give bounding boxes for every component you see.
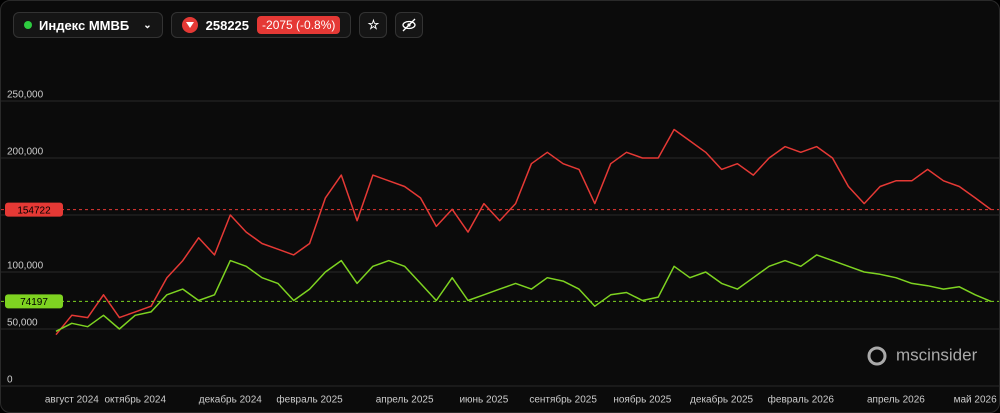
change: -2075 (-0.8%) — [257, 16, 341, 34]
last-value-label: 154722 — [17, 205, 51, 216]
ticker-select[interactable]: Индекс ММВБ ⌄ — [13, 12, 163, 38]
x-tick-label: декабрь 2024 — [199, 394, 263, 406]
x-tick-label: май 2026 — [954, 395, 997, 406]
y-tick-label: 50,000 — [7, 318, 38, 329]
x-tick-label: декабрь 2025 — [690, 394, 754, 406]
watermark: mscinsider — [896, 345, 978, 364]
y-tick-label: 200,000 — [7, 147, 44, 158]
price: 258225 — [205, 17, 250, 33]
watermark-logo — [867, 346, 887, 366]
favorite-button[interactable]: ☆ — [359, 12, 388, 38]
ticker-name: Индекс ММВБ — [39, 17, 130, 33]
x-tick-label: ноябрь 2025 — [613, 394, 671, 406]
price-box: 258225 -2075 (-0.8%) — [170, 12, 352, 38]
x-tick-label: сентябрь 2025 — [529, 394, 597, 406]
y-tick-label: 0 — [7, 375, 13, 386]
y-tick-label: 100,000 — [7, 261, 44, 272]
x-tick-label: февраль 2025 — [276, 394, 343, 406]
series-line — [55, 254, 992, 332]
x-tick-label: февраль 2026 — [768, 394, 835, 406]
last-value-tag — [5, 294, 63, 309]
hide-button[interactable] — [395, 12, 424, 38]
x-tick-label: октябрь 2024 — [104, 394, 166, 406]
last-value-tag — [5, 202, 63, 217]
x-tick-label: апрель 2026 — [867, 395, 925, 406]
header: Индекс ММВБ ⌄ 258225 -2075 (-0.8%) ☆ — [13, 12, 424, 38]
y-tick-label: 250,000 — [7, 90, 44, 101]
x-tick-label: апрель 2025 — [376, 395, 434, 406]
x-tick-label: август 2024 — [45, 395, 99, 406]
x-tick-label: июнь 2025 — [459, 395, 508, 406]
series-line — [55, 128, 992, 336]
last-value-label: 74197 — [20, 297, 48, 308]
